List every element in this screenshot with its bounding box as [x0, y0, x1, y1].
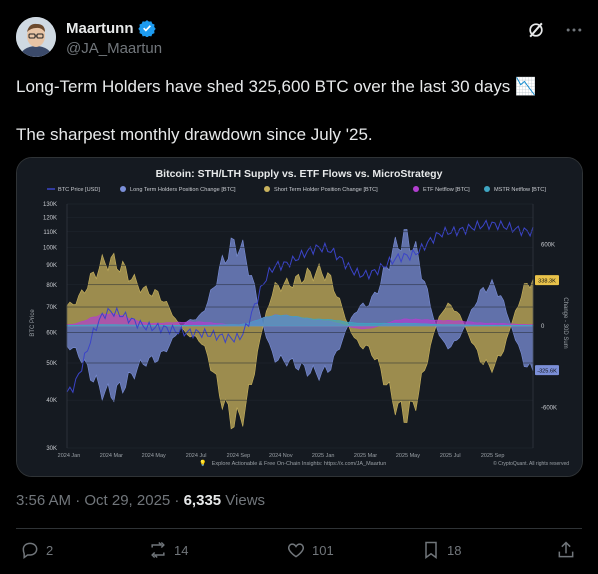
chart-copyright: © CryptoQuant. All rights reserved [493, 460, 569, 467]
left-tick-label: 70K [46, 305, 57, 311]
lth-value-badge: -325.6K [537, 369, 557, 375]
sth-value-badge-bg [535, 275, 559, 286]
reply-icon [22, 542, 38, 559]
left-axis-title: BTC Price [30, 309, 36, 337]
legend-label: Long Term Holders Position Change [BTC] [130, 187, 236, 193]
left-tick-label: 40K [46, 398, 57, 404]
right-tick-label: 0 [541, 324, 545, 330]
left-tick-label: 90K [46, 263, 57, 269]
legend-label: MSTR Netflow [BTC] [494, 187, 546, 193]
btc-price-line [66, 219, 534, 394]
share-icon [558, 541, 574, 558]
lth-value-badge-bg [535, 365, 559, 376]
x-tick-label: 2025 May [396, 453, 420, 459]
legend-label: BTC Price [USD] [58, 187, 100, 193]
tweet-media-chart[interactable]: Bitcoin: STH/LTH Supply vs. ETF Flows vs… [16, 157, 583, 477]
lth-area [66, 229, 534, 403]
right-tick-label: 600K [541, 243, 555, 249]
tweet-meta: 3:56 AM · Oct 29, 2025 · 6,335 Views [16, 492, 265, 509]
left-tick-label: 30K [46, 446, 57, 452]
bookmark-count: 18 [447, 542, 462, 558]
verified-badge-icon [137, 20, 156, 37]
bookmark-button[interactable]: 18 [421, 540, 461, 560]
right-tick-label: -600K [541, 405, 557, 411]
like-count: 101 [312, 542, 334, 558]
right-axis: 600K 0 -600K 338.3K -325.6K [535, 243, 559, 411]
like-button[interactable]: 101 [286, 540, 334, 560]
legend-swatch [413, 186, 419, 192]
chart-plot-area [66, 219, 534, 430]
legend-swatch [120, 186, 126, 192]
author-display-name[interactable]: Maartunn [66, 19, 134, 37]
tweet-text: Long-Term Holders have shed 325,600 BTC … [16, 77, 537, 144]
repost-icon [151, 541, 165, 559]
heart-icon [287, 543, 305, 558]
repost-button[interactable]: 14 [148, 540, 188, 560]
divider [16, 528, 582, 529]
sth-value-badge: 338.3K [538, 279, 556, 285]
tweet-timestamp[interactable]: 3:56 AM · Oct 29, 2025 · [16, 492, 184, 509]
x-axis: 2024 Jan 2024 Mar 2024 May 2024 Jul 2024 Sep… [58, 204, 534, 459]
reply-count: 2 [46, 542, 54, 558]
repost-count: 14 [174, 542, 189, 558]
x-tick-label: 2025 Mar [354, 453, 377, 459]
left-tick-label: 120K [43, 215, 57, 221]
x-tick-label: 2025 Jul [440, 453, 461, 459]
x-tick-label: 2024 Mar [100, 453, 123, 459]
legend-label: Short Term Holder Position Change [BTC] [274, 187, 378, 193]
grok-icon[interactable] [526, 20, 546, 40]
views-label: Views [221, 492, 266, 509]
action-bar: 2 14 101 18 [16, 540, 582, 566]
avatar[interactable] [16, 17, 56, 57]
author-handle[interactable]: @JA_Maartun [66, 40, 163, 57]
x-tick-label: 2024 May [142, 453, 166, 459]
bookmark-icon [425, 541, 437, 559]
chart-title: Bitcoin: STH/LTH Supply vs. ETF Flows vs… [156, 168, 443, 180]
avatar-image [16, 17, 56, 57]
more-options-icon[interactable] [564, 20, 584, 40]
legend-label: ETF Netflow [BTC] [423, 187, 470, 193]
chart-footer: Explore Actionable & Free On-Chain Insig… [212, 461, 387, 467]
left-tick-label: 100K [43, 246, 57, 252]
right-axis-title: Change - 30D Sum [562, 297, 568, 348]
reply-button[interactable]: 2 [20, 540, 53, 560]
x-tick-label: 2025 Jan [312, 453, 335, 459]
x-tick-label: 2024 Jan [58, 453, 81, 459]
view-count: 6,335 [183, 492, 222, 509]
chart-svg: Bitcoin: STH/LTH Supply vs. ETF Flows vs… [17, 158, 582, 476]
legend-swatch [264, 186, 270, 192]
x-tick-label: 2024 Jul [186, 453, 207, 459]
x-tick-label: 2024 Sep [227, 453, 251, 459]
lightbulb-icon: 💡 [199, 459, 206, 467]
legend-swatch [484, 186, 490, 192]
chart-legend: BTC Price [USD] Long Term Holders Positio… [47, 186, 546, 193]
left-tick-label: 60K [46, 331, 57, 337]
left-tick-label: 50K [46, 361, 57, 367]
share-button[interactable] [556, 540, 576, 560]
left-axis: 130K 120K 110K 100K 90K 80K 70K 60K 50K 40K 30K [43, 202, 533, 452]
author-name-row[interactable]: Maartunn [66, 19, 156, 37]
x-tick-label: 2025 Sep [481, 453, 505, 459]
sth-area [66, 252, 534, 430]
left-tick-label: 130K [43, 202, 57, 208]
x-tick-label: 2024 Nov [269, 453, 293, 459]
left-tick-label: 110K [43, 230, 57, 236]
left-tick-label: 80K [46, 283, 57, 289]
